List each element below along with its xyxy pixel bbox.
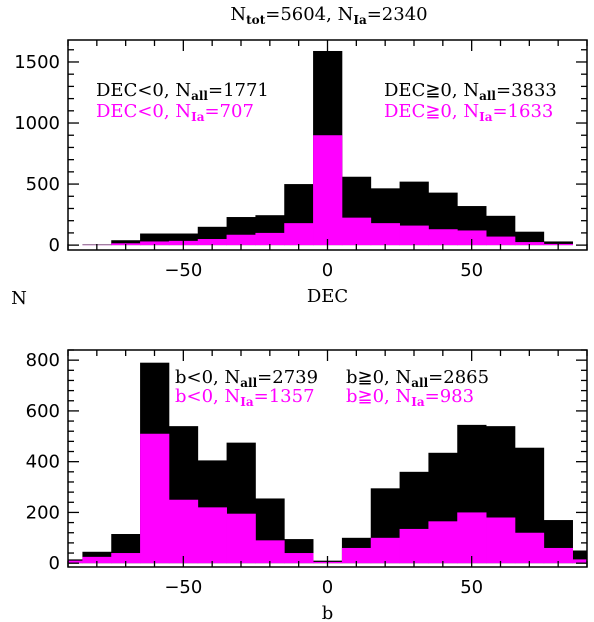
dec-bar-all <box>543 241 573 246</box>
dec-neg-ia-annotation: DEC<0, NIa=707 <box>96 101 254 124</box>
dec-y-tick-label: 1000 <box>14 113 60 134</box>
b-bar-ia <box>486 517 516 564</box>
dec-pos-ia-annotation: DEC≧0, NIa=1633 <box>384 101 553 124</box>
b-y-tick-label: 800 <box>26 350 60 371</box>
dec-neg-all-annotation: DEC<0, Nall=1771 <box>96 80 269 103</box>
dec-y-tick-label: 500 <box>26 174 60 195</box>
b-bar-ia <box>255 540 285 564</box>
dec-y-tick-label: 1500 <box>14 52 60 73</box>
b-bar-ia <box>197 507 227 564</box>
dec-bar-ia <box>197 239 227 246</box>
b-bar-ia <box>514 532 545 564</box>
b-bar-ia <box>168 499 199 564</box>
dec-bar-ia <box>313 135 343 246</box>
b-x-axis-label: b <box>322 603 334 622</box>
dec-bar-ia <box>140 241 170 246</box>
dec-bar-ia <box>514 242 545 246</box>
b-bar-ia <box>284 553 314 564</box>
dec-bar-all <box>140 233 170 246</box>
b-bar-ia <box>543 547 573 564</box>
dec-x-axis-label: DEC <box>307 286 348 307</box>
dec-bar-ia <box>370 223 400 246</box>
dec-bar-ia <box>486 236 516 246</box>
b-pos-all-annotation: b≧0, Nall=2865 <box>346 367 489 390</box>
b-axes-ticks: −50 0 50 0 200 400 600 800 <box>26 349 588 598</box>
dec-bar-ia <box>428 229 458 246</box>
y-axis-label: N <box>11 288 27 309</box>
dec-pos-all-annotation: DEC≧0, Nall=3833 <box>384 80 557 103</box>
b-bar-ia <box>140 433 170 564</box>
b-y-tick-label: 200 <box>26 502 60 523</box>
dec-bar-all <box>111 240 141 246</box>
dec-bar-ia <box>457 230 487 246</box>
b-bar-ia <box>111 553 141 564</box>
b-histogram-panel: −50 0 50 0 200 400 600 800 b b<0, Nall=2739 b<0… <box>26 349 588 622</box>
b-neg-all-annotation: b<0, Nall=2739 <box>175 367 318 390</box>
b-bar-ia <box>428 521 458 564</box>
dec-bar-ia <box>284 223 314 246</box>
b-y-tick-label: 400 <box>26 452 60 473</box>
b-bar-ia <box>457 512 487 564</box>
b-y-tick-label: 0 <box>49 553 60 574</box>
dec-bar-ia <box>341 217 372 246</box>
b-y-tick-label: 600 <box>26 401 60 422</box>
b-x-tick-label: 50 <box>460 577 483 598</box>
b-bar-ia <box>399 528 429 564</box>
dec-x-tick-label: 50 <box>460 260 483 281</box>
dec-bar-ia <box>399 225 429 246</box>
figure-title: Ntot=5604, NIa=2340 <box>230 4 427 27</box>
dec-bar-ia <box>255 232 285 246</box>
b-x-tick-label: 0 <box>322 577 333 598</box>
dec-x-tick-label: 0 <box>322 260 333 281</box>
b-pos-ia-annotation: b≧0, NIa=983 <box>346 386 474 409</box>
b-histogram-bars <box>68 362 587 564</box>
b-bar-ia <box>82 556 112 564</box>
b-bar-ia <box>226 513 256 564</box>
dec-x-tick-label: −50 <box>164 260 202 281</box>
b-x-tick-label: −50 <box>164 577 202 598</box>
b-bar-ia <box>68 560 83 564</box>
dec-histogram-bars <box>82 50 573 246</box>
dec-bar-all <box>514 231 545 246</box>
b-bar-ia <box>370 537 400 564</box>
b-bar-ia <box>572 559 587 564</box>
b-bar-ia <box>341 547 372 564</box>
b-neg-ia-annotation: b<0, NIa=1357 <box>175 386 315 409</box>
dec-bar-ia <box>226 234 256 246</box>
dec-y-tick-label: 0 <box>49 235 60 256</box>
